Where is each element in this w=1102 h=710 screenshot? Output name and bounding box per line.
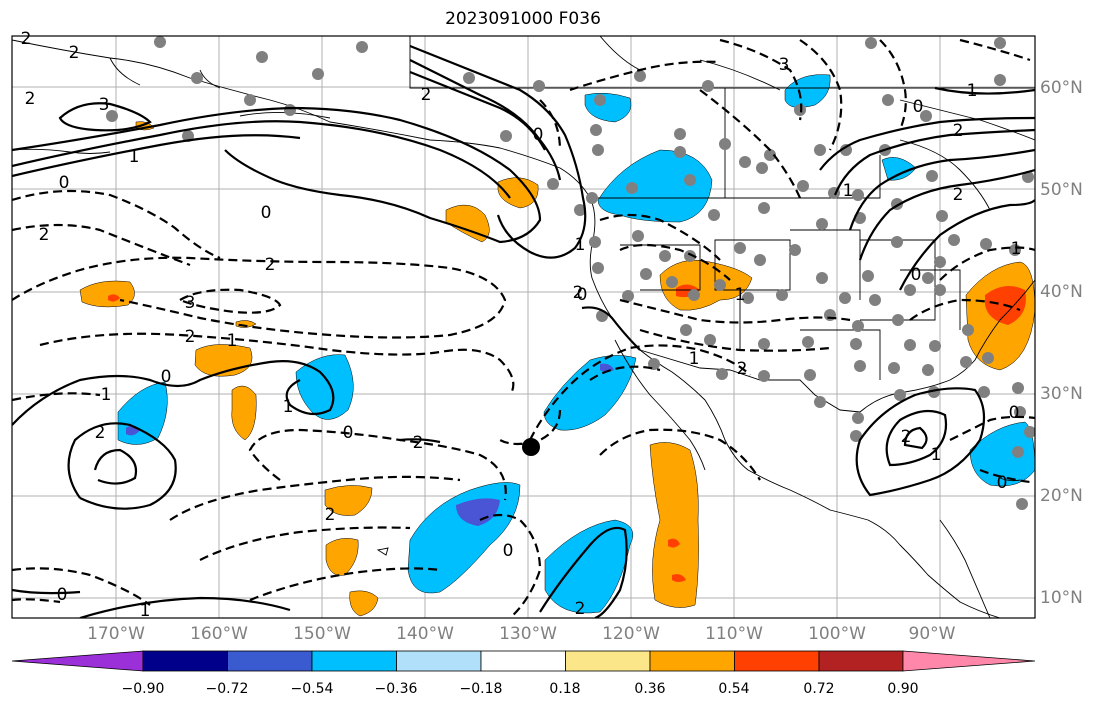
- contour-label: 2: [185, 327, 196, 347]
- contour-label: 0: [911, 265, 922, 285]
- contour-label: 2: [421, 85, 432, 105]
- lon-label: 170°W: [87, 624, 145, 644]
- anomaly-fills: [79, 74, 1035, 617]
- contour-label: 3: [99, 95, 110, 115]
- colorbar-segment: [902, 650, 1036, 672]
- lon-label: 110°W: [705, 624, 763, 644]
- colorbar-segment: [480, 650, 566, 672]
- contour-label: 2: [413, 433, 424, 453]
- contour-label: 2: [25, 89, 36, 109]
- gridlines: [12, 36, 1035, 618]
- contour-label: 0: [161, 367, 172, 387]
- station-markers: [106, 36, 1035, 510]
- contour-label: 1: [227, 331, 238, 351]
- colorbar-tick-label: −0.36: [374, 681, 418, 697]
- colorbar-segment: [565, 650, 651, 672]
- lon-label: 140°W: [396, 624, 454, 644]
- lon-label: 120°W: [602, 624, 660, 644]
- contour-label: 0: [57, 585, 68, 605]
- colorbar-segment: [734, 650, 820, 672]
- colorbar-tick-label: 0.90: [887, 681, 919, 697]
- lat-label: 50°N: [1040, 180, 1083, 200]
- contour-value-labels: 2 2 3 0 2 2 2 3 2 1 0 1 2 0 1 2 0 2 2 1 …: [21, 29, 1022, 621]
- contour-label: 3: [779, 55, 790, 75]
- colorbar-segment: [396, 650, 482, 672]
- colorbar-tick-label: 0.54: [718, 681, 750, 697]
- map-background: [12, 36, 1035, 618]
- lat-label: 40°N: [1040, 282, 1083, 302]
- contour-label: 2: [953, 185, 964, 205]
- colorbar-tick-label: −0.90: [121, 681, 165, 697]
- colorbar-tick-label: −0.54: [290, 681, 334, 697]
- contour-label: 1: [967, 81, 978, 101]
- lat-label: 20°N: [1040, 486, 1083, 506]
- colorbar-segment: [311, 650, 397, 672]
- contour-label: 0: [997, 473, 1008, 493]
- contour-label: 1: [283, 397, 294, 417]
- contour-label: 0: [577, 285, 588, 305]
- contour-label: 2: [953, 121, 964, 141]
- contour-label: 2: [39, 225, 50, 245]
- lon-label: 90°W: [908, 624, 956, 644]
- contour-label: 1: [843, 181, 854, 201]
- reference-point-marker: [522, 438, 540, 456]
- contour-label: 1: [575, 235, 586, 255]
- contour-label: 1: [1011, 239, 1022, 259]
- contour-label: 0: [503, 541, 514, 561]
- colorbar-segment: [649, 650, 735, 672]
- colorbar-segment: [818, 650, 904, 672]
- map-frame: [11, 35, 1036, 619]
- lat-label: 60°N: [1040, 78, 1083, 98]
- lon-label: 100°W: [808, 624, 866, 644]
- colorbar-tick-label: −0.72: [205, 681, 249, 697]
- contour-label: 2: [265, 255, 276, 275]
- map-title: 2023091000 F036: [445, 9, 601, 29]
- colorbar-segment: [142, 650, 228, 672]
- contour-label: 2: [95, 423, 106, 443]
- contour-label: 0: [1009, 403, 1020, 423]
- contour-label: 2: [575, 599, 586, 619]
- contour-label: 2: [21, 29, 32, 49]
- contour-label: 1: [129, 147, 140, 167]
- contour-label: 2: [325, 505, 336, 525]
- contour-label: 0: [261, 203, 272, 223]
- contour-label: 0: [343, 423, 354, 443]
- colorbar-tick-label: −0.18: [459, 681, 503, 697]
- contour-label: 1: [735, 285, 746, 305]
- lat-label: 30°N: [1040, 384, 1083, 404]
- contour-label: 2: [737, 359, 748, 379]
- contour-label: 3: [185, 293, 196, 313]
- colorbar-segment: [227, 650, 313, 672]
- colorbar: [11, 650, 1036, 672]
- contour-lines-dashed: [12, 38, 1035, 618]
- contour-label: 2: [69, 43, 80, 63]
- colorbar-tick-label: 0.36: [634, 681, 666, 697]
- contour-label: 2: [573, 283, 584, 303]
- contour-label: 0: [59, 173, 70, 193]
- contour-label: 0: [913, 97, 924, 117]
- lon-label: 130°W: [499, 624, 557, 644]
- lat-label: 10°N: [1040, 588, 1083, 608]
- contour-label: 0: [533, 125, 544, 145]
- contour-label: 2: [901, 427, 912, 447]
- colorbar-tick-label: 0.72: [803, 681, 835, 697]
- lon-label: 160°W: [190, 624, 248, 644]
- colorbar-segment: [11, 650, 144, 672]
- contour-label: 1: [931, 445, 942, 465]
- contour-label: 1: [140, 601, 151, 621]
- contour-label: 1: [689, 349, 700, 369]
- contour-lines: [12, 44, 1035, 618]
- contour-label: 1: [101, 385, 112, 405]
- colorbar-tick-label: 0.18: [549, 681, 581, 697]
- lon-label: 150°W: [293, 624, 351, 644]
